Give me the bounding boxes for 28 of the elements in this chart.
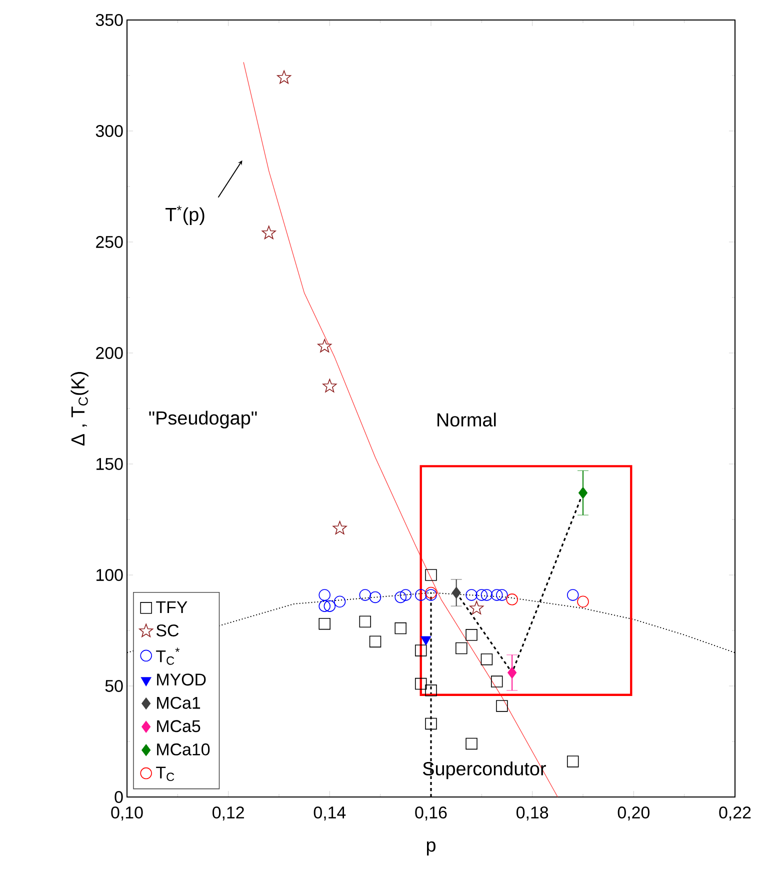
x-axis-title: p: [426, 841, 436, 856]
y-tick-label: 150: [96, 458, 123, 470]
y-axis-title: Δ , T$_{C}$(K): [70, 372, 88, 446]
x-tick-label: 0,12: [212, 806, 244, 821]
legend-label: MCa5: [157, 720, 200, 732]
annotation: "Pseudogap": [149, 410, 257, 428]
legend-label: T$_{C}$*: [156, 648, 180, 665]
x-tick-label: 0,14: [314, 806, 346, 821]
y-tick-label: 250: [96, 236, 123, 248]
annotation: T$^{*}$(p): [166, 206, 204, 225]
y-tick-label: 200: [96, 346, 123, 359]
y-tick-label: 50: [105, 680, 123, 692]
y-tick-label: 300: [96, 124, 123, 137]
x-tick-label: 0,20: [618, 806, 650, 821]
legend-label: SC: [156, 624, 179, 636]
x-tick-label: 0,16: [415, 806, 447, 821]
y-tick-label: 100: [96, 568, 123, 581]
legend-label: TFY: [156, 601, 188, 613]
x-tick-label: 0,22: [719, 806, 751, 821]
legend-label: MCa1: [157, 696, 200, 709]
y-tick-label: 0: [114, 790, 123, 803]
x-tick-label: 0,18: [516, 806, 548, 821]
legend-label: MCa10: [157, 743, 210, 756]
y-tick-label: 350: [96, 14, 123, 26]
legend-label: T$_{C}$: [156, 766, 174, 782]
x-tick-label: 0,10: [111, 806, 143, 821]
annotation: Normal: [438, 412, 496, 427]
legend-label: MYOD: [157, 674, 206, 686]
